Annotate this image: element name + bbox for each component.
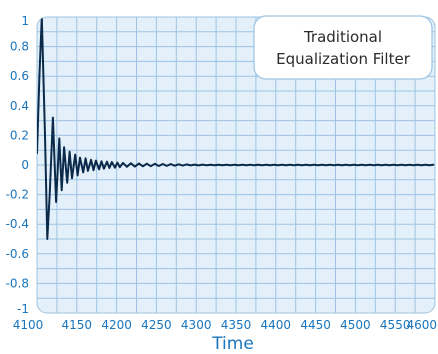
y-tick-label: 0.6	[10, 69, 29, 83]
y-tick-label: -0.2	[6, 188, 29, 202]
y-tick-label: 0.8	[10, 40, 29, 54]
series-line	[37, 17, 435, 240]
x-tick-label: 4150	[62, 318, 93, 332]
y-tick-label: 0.4	[10, 99, 29, 113]
x-axis-ticks: 4100 4150 4200 4250 4300 4350 4400 4450 4500 4550…	[13, 318, 437, 332]
y-tick-label: 0.2	[10, 128, 29, 142]
y-tick-label: -1	[17, 302, 29, 316]
x-tick-label: 4450	[300, 318, 331, 332]
x-tick-label: 4350	[221, 318, 252, 332]
x-tick-label: 4500	[340, 318, 371, 332]
y-tick-label: -0.4	[6, 217, 29, 231]
y-tick-label: 0	[21, 158, 29, 172]
x-tick-label: 4300	[181, 318, 212, 332]
legend-line-2: Equalization Filter	[276, 50, 411, 68]
x-tick-label: 4250	[141, 318, 172, 332]
legend-box	[253, 15, 433, 80]
y-axis-ticks: 1 0.8 0.6 0.4 0.2 0 -0.2 -0.4 -0.6 -0.8 -1	[6, 14, 29, 316]
y-tick-label: -0.6	[6, 247, 29, 261]
x-axis-title: Time	[211, 334, 254, 354]
x-tick-label: 4550	[380, 318, 411, 332]
x-tick-label: 4100	[13, 318, 44, 332]
line-layer	[37, 17, 435, 240]
y-tick-label: -0.8	[6, 276, 29, 290]
y-tick-label: 1	[21, 14, 29, 28]
x-tick-label: 4600	[406, 318, 437, 332]
x-tick-label: 4200	[101, 318, 132, 332]
legend: Traditional Equalization Filter	[253, 15, 433, 80]
x-tick-label: 4400	[261, 318, 292, 332]
legend-line-1: Traditional	[303, 28, 382, 46]
